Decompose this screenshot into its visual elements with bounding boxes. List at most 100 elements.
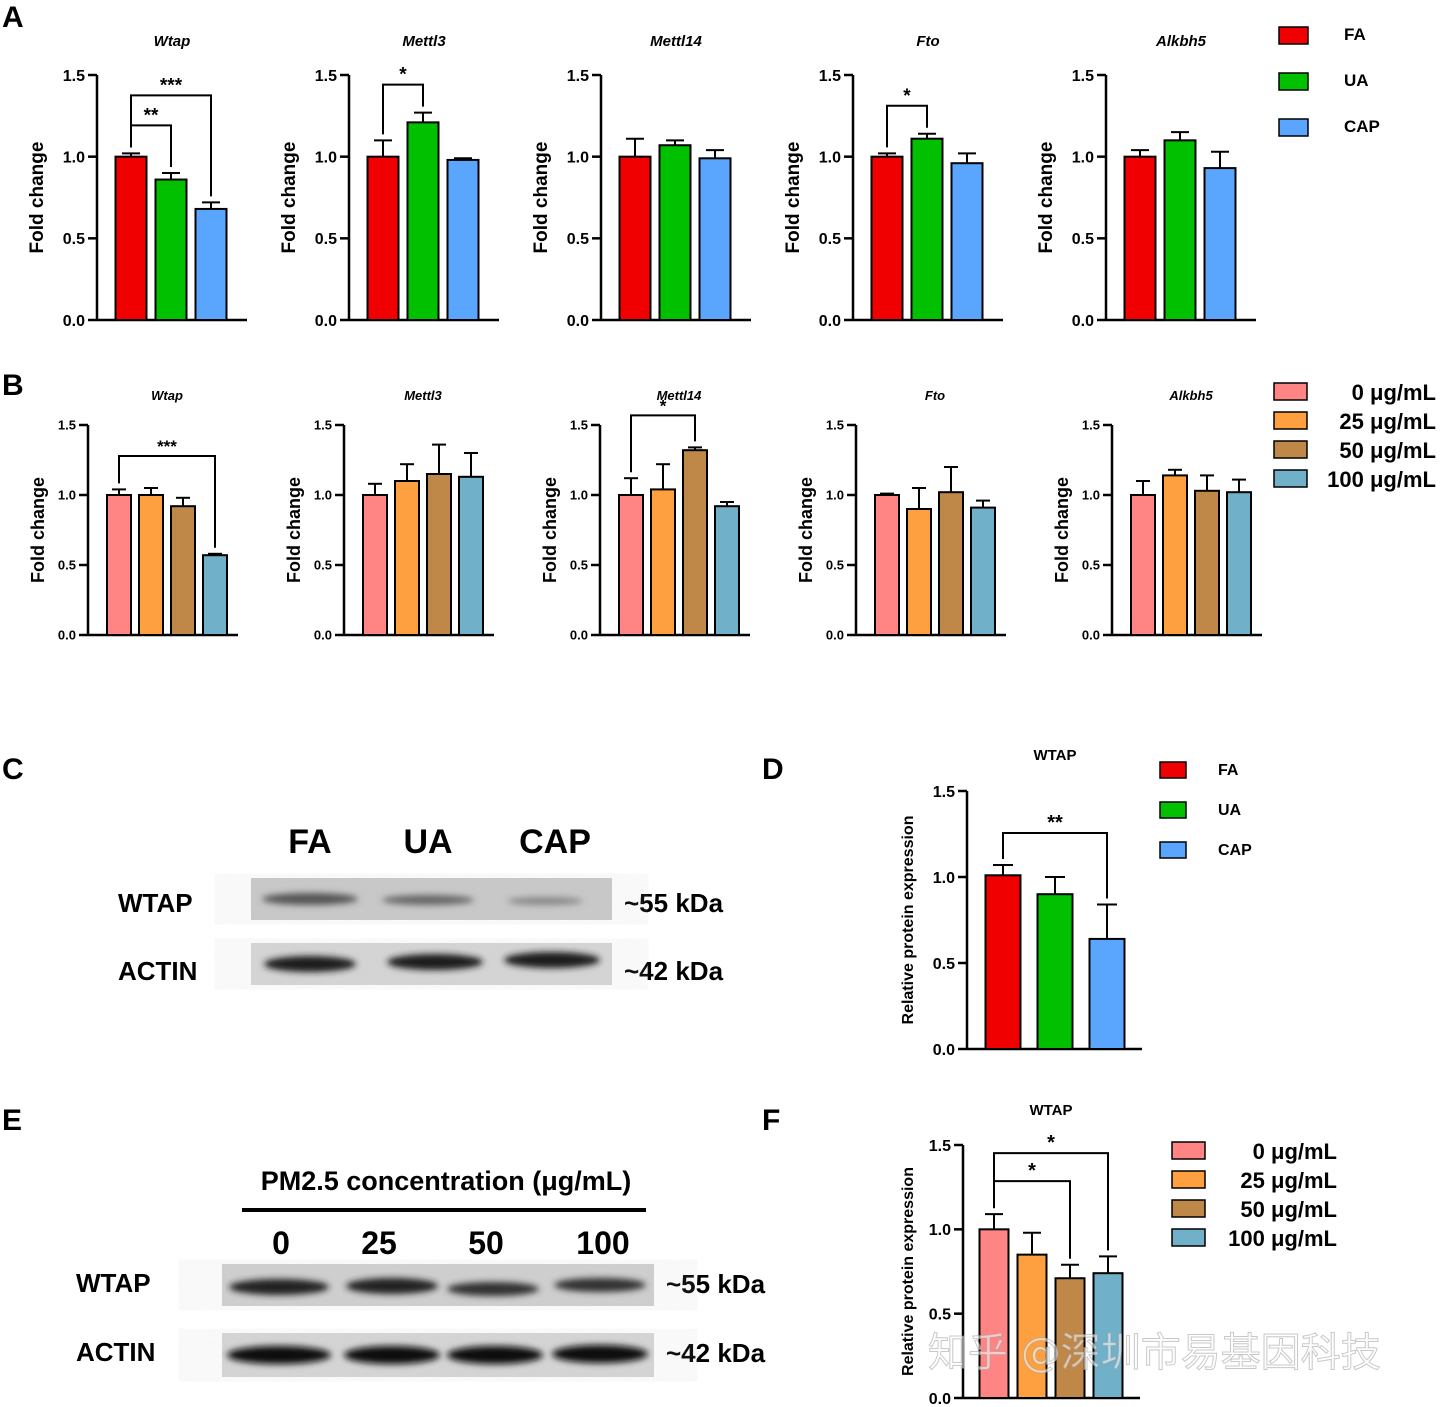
chart-a-mettl3-ytick-label-2: 1.0 <box>315 149 337 166</box>
chart-a-mettl14-ytick-label-3: 1.5 <box>567 68 589 85</box>
chart-b-legend-label-0: 0 μg/mL <box>1352 380 1436 405</box>
chart-f-legend-swatch-1 <box>1171 1170 1206 1189</box>
chart-d-legend-label-2: CAP <box>1218 842 1252 859</box>
chart-a-mettl14-bar-0 <box>618 155 652 321</box>
chart-d-bar-1 <box>1036 893 1074 1051</box>
chart-b-legend-swatch-3 <box>1273 469 1308 488</box>
chart-d-legend-label-1: UA <box>1218 802 1242 819</box>
chart-a-mettl3-bar-1 <box>406 121 440 321</box>
chart-f-bar-1 <box>1016 1253 1048 1399</box>
panel-letter-d: D <box>762 753 784 786</box>
blot-c-size-actin: ~42 kDa <box>624 956 724 986</box>
blot-e-band-wtap-25 <box>346 1278 438 1294</box>
blot-c-row-actin: ACTIN <box>118 956 197 986</box>
chart-b-wtap-ytick-label-1: 0.5 <box>58 558 76 573</box>
blot-e-band-actin-100 <box>552 1345 648 1363</box>
chart-f-bar-0 <box>978 1228 1010 1400</box>
chart-d-legend-label-0: FA <box>1218 762 1239 779</box>
chart-a-mettl3-ytick-label-0: 0.0 <box>315 313 337 330</box>
chart-d-legend-swatch-1 <box>1159 801 1187 819</box>
chart-b-fto-bar-1 <box>906 508 932 636</box>
blot-e-band-actin-0 <box>227 1346 331 1364</box>
chart-a-mettl3-bar-0 <box>366 155 400 321</box>
chart-a-wtap-bar-1 <box>154 178 188 321</box>
panel-letter-b: B <box>2 369 24 402</box>
blot-c-row-wtap: WTAP <box>118 888 193 918</box>
chart-b-fto-ytick-label-0: 0.0 <box>826 628 844 643</box>
chart-a-fto-title: Fto <box>916 33 939 50</box>
chart-d: WTAP 0.0 0.5 1.0 1.5 Relative protein express… <box>900 747 1252 1059</box>
chart-b-wtap-ytick-label-0: 0.0 <box>58 628 76 643</box>
chart-a-fto-sig-bracket-0 <box>886 104 928 148</box>
chart-b-fto-title: Fto <box>925 388 945 403</box>
chart-b-mettl14-sig-bracket-0 <box>630 414 696 473</box>
chart-a-alkbh5-bar-2 <box>1203 167 1237 321</box>
chart-b-legend: 0 μg/mL 25 μg/mL 50 μg/mL 100 μg/mL <box>1273 380 1436 492</box>
chart-f-ylabel: Relative protein expression <box>900 1167 917 1376</box>
chart-b-alkbh5-title: Alkbh5 <box>1168 388 1213 403</box>
blot-e-lane-50: 50 <box>468 1225 504 1261</box>
chart-a-alkbh5-title: Alkbh5 <box>1155 33 1207 50</box>
chart-b-mettl3-ytick-label-0: 0.0 <box>314 628 332 643</box>
chart-a-mettl14-ytick-label-2: 1.0 <box>567 149 589 166</box>
chart-d-bar-2 <box>1088 937 1126 1050</box>
blot-e-band-wtap-0 <box>229 1279 329 1295</box>
chart-f-legend-label-0: 0 μg/mL <box>1253 1139 1337 1164</box>
chart-a-legend-label-2: CAP <box>1344 117 1380 136</box>
chart-d-bar-0 <box>984 874 1022 1051</box>
chart-f-bar-3 <box>1092 1272 1124 1399</box>
chart-b-wtap-title: Wtap <box>151 388 183 403</box>
chart-b-alkbh5-ytick-label-3: 1.5 <box>1082 418 1100 433</box>
chart-a-legend-swatch-0 <box>1278 26 1309 45</box>
chart-a-wtap-sig-label-1: *** <box>160 75 183 96</box>
chart-b-mettl14-ylabel: Fold change <box>540 477 560 583</box>
chart-b-mettl14-sig-label-0: * <box>660 396 667 415</box>
chart-f-ytick-label-1: 0.5 <box>929 1306 951 1323</box>
chart-a-wtap-ytick-label-1: 0.5 <box>63 231 85 248</box>
chart-a-mettl14-ytick-label-0: 0.0 <box>567 313 589 330</box>
chart-d-ytick-label-3: 1.5 <box>933 784 955 801</box>
chart-b-wtap-bar-1 <box>138 494 164 636</box>
chart-b-mettl14-ytick-label-0: 0.0 <box>570 628 588 643</box>
blot-e-header: PM2.5 concentration (μg/mL) <box>261 1166 632 1196</box>
blot-e-lane-100: 100 <box>576 1225 629 1261</box>
chart-b-fto-ytick-label-1: 0.5 <box>826 558 844 573</box>
blot-e-row-actin: ACTIN <box>76 1337 155 1367</box>
chart-b-legend-label-2: 50 μg/mL <box>1339 438 1436 463</box>
blot-c-lane-cap: CAP <box>519 823 591 861</box>
blot-c-band-actin-fa <box>264 956 356 972</box>
chart-b-wtap-ylabel: Fold change <box>28 477 48 583</box>
chart-b-mettl3-group: Mettl3 0.0 0.5 1.0 1.5 Fold change <box>284 388 494 643</box>
chart-a-wtap-bar-0 <box>114 155 148 321</box>
chart-b-mettl14-bar-0 <box>618 494 644 636</box>
chart-a-mettl14-title: Mettl14 <box>650 33 702 50</box>
chart-d-title: WTAP <box>1033 747 1076 764</box>
chart-b-mettl14-ytick-label-1: 0.5 <box>570 558 588 573</box>
chart-f-legend-label-1: 25 μg/mL <box>1240 1168 1337 1193</box>
chart-a-mettl3-bar-2 <box>446 158 480 321</box>
chart-b-mettl3-ytick-label-2: 1.0 <box>314 488 332 503</box>
chart-a-fto-bar-2 <box>950 162 984 321</box>
chart-a-alkbh5-ytick-label-0: 0.0 <box>1072 313 1094 330</box>
chart-b-fto-ytick-label-3: 1.5 <box>826 418 844 433</box>
chart-f-legend-swatch-2 <box>1171 1199 1206 1218</box>
blot-c-band-actin-ua <box>387 954 483 970</box>
blot-c-band-wtap-ua <box>382 895 474 905</box>
chart-b-fto-ylabel: Fold change <box>796 477 816 583</box>
chart-b-wtap-ytick-label-3: 1.5 <box>58 418 76 433</box>
chart-a-fto-sig-label-0: * <box>903 86 911 107</box>
chart-a-mettl14-group: Mettl14 0.0 0.5 1.0 1.5 Fold change <box>531 33 751 330</box>
chart-a-mettl14-bar-2 <box>698 157 732 321</box>
chart-d-ylabel: Relative protein expression <box>900 816 917 1025</box>
chart-f-legend-label-3: 100 μg/mL <box>1228 1226 1337 1251</box>
chart-b-mettl14-ytick-label-2: 1.0 <box>570 488 588 503</box>
chart-a-fto-ytick-label-3: 1.5 <box>819 68 841 85</box>
chart-a-fto-group: Fto 0.0 0.5 1.0 1.5 Fold change * <box>783 33 1003 330</box>
chart-b-wtap-group: Wtap 0.0 0.5 1.0 1.5 Fold change *** <box>28 388 238 643</box>
chart-b-alkbh5-bar-1 <box>1162 474 1188 636</box>
chart-d-sig-label-0: ** <box>1047 812 1063 834</box>
chart-b-alkbh5-bar-3 <box>1226 491 1252 637</box>
blot-e-band-wtap-50 <box>447 1282 539 1296</box>
